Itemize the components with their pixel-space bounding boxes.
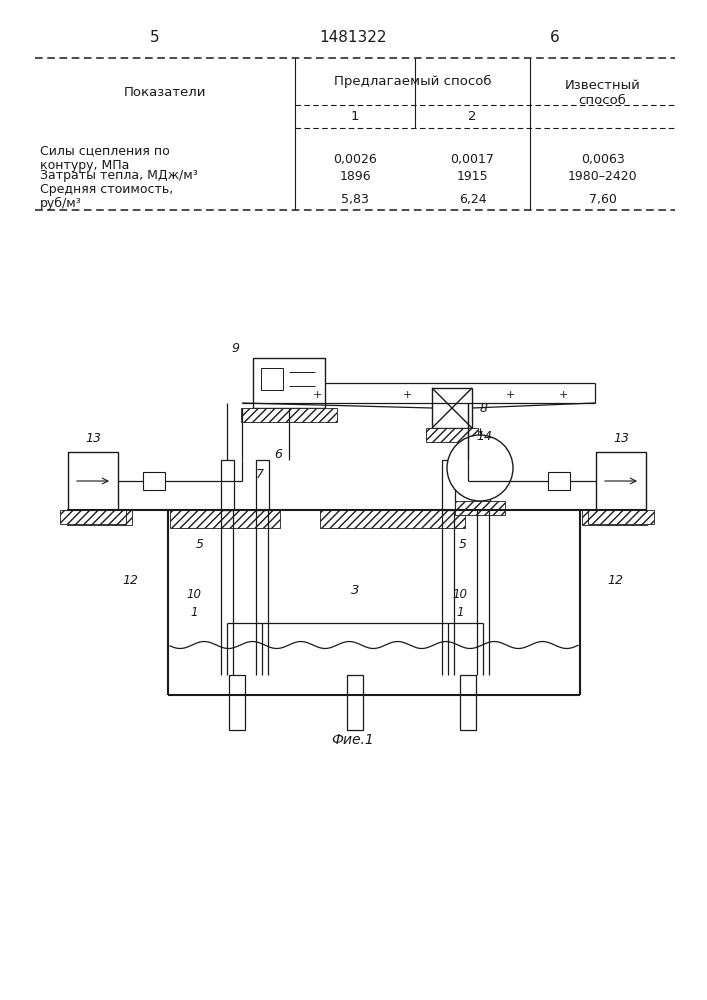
Bar bbox=[477, 460, 490, 510]
Text: 12: 12 bbox=[607, 574, 623, 586]
Bar bbox=[170, 510, 280, 528]
Text: 3: 3 bbox=[351, 584, 359, 596]
Text: 1915: 1915 bbox=[457, 169, 489, 182]
Bar bbox=[442, 460, 455, 510]
Text: 5: 5 bbox=[196, 538, 204, 552]
Bar bbox=[60, 510, 126, 524]
Text: Затраты тепла, МДж/м³: Затраты тепла, МДж/м³ bbox=[40, 169, 198, 182]
Text: +: + bbox=[559, 390, 568, 400]
Bar bbox=[241, 408, 337, 422]
Text: 8: 8 bbox=[480, 401, 488, 414]
Text: 0,0063: 0,0063 bbox=[580, 153, 624, 166]
Text: +: + bbox=[312, 390, 322, 400]
Text: Показатели: Показатели bbox=[124, 87, 206, 100]
Text: 12: 12 bbox=[122, 574, 138, 586]
Text: 0,0017: 0,0017 bbox=[450, 153, 494, 166]
Text: 1: 1 bbox=[351, 110, 359, 123]
Text: 13: 13 bbox=[613, 432, 629, 444]
Text: 2: 2 bbox=[468, 110, 477, 123]
Text: 1: 1 bbox=[456, 605, 464, 618]
Bar bbox=[582, 510, 647, 525]
Bar bbox=[347, 675, 363, 730]
Bar bbox=[432, 388, 472, 428]
Bar bbox=[588, 510, 654, 524]
Text: Фие.1: Фие.1 bbox=[332, 733, 375, 747]
Text: 7: 7 bbox=[256, 468, 264, 482]
Text: 6,24: 6,24 bbox=[459, 194, 486, 207]
Text: 9: 9 bbox=[231, 342, 239, 355]
Text: 1980–2420: 1980–2420 bbox=[568, 169, 637, 182]
Bar bbox=[261, 368, 283, 390]
Text: 5: 5 bbox=[150, 30, 160, 45]
Text: +: + bbox=[402, 390, 411, 400]
Text: 10: 10 bbox=[452, 588, 467, 601]
Bar bbox=[221, 460, 234, 510]
Bar bbox=[229, 675, 245, 730]
Text: Средняя стоимость,: Средняя стоимость, bbox=[40, 184, 173, 196]
Text: 0,0026: 0,0026 bbox=[333, 153, 377, 166]
Text: 7,60: 7,60 bbox=[588, 194, 617, 207]
Text: Известный
способ: Известный способ bbox=[565, 79, 641, 107]
Bar bbox=[426, 428, 478, 442]
Text: 6: 6 bbox=[550, 30, 560, 45]
Text: 1481322: 1481322 bbox=[320, 30, 387, 45]
Text: 5,83: 5,83 bbox=[341, 194, 369, 207]
Bar bbox=[460, 675, 476, 730]
Text: контуру, МПа: контуру, МПа bbox=[40, 158, 129, 172]
Text: +: + bbox=[506, 390, 515, 400]
Text: Силы сцепления по: Силы сцепления по bbox=[40, 144, 170, 157]
Text: 1896: 1896 bbox=[339, 169, 370, 182]
Text: руб/м³: руб/м³ bbox=[40, 196, 82, 210]
Bar bbox=[253, 358, 325, 408]
Text: 1: 1 bbox=[190, 605, 198, 618]
Text: Предлагаемый способ: Предлагаемый способ bbox=[334, 75, 491, 88]
Bar bbox=[320, 510, 465, 528]
Bar bbox=[596, 452, 646, 510]
Text: 14: 14 bbox=[476, 430, 492, 442]
Text: 13: 13 bbox=[85, 432, 101, 444]
Text: 6: 6 bbox=[274, 448, 282, 462]
Bar bbox=[143, 472, 165, 490]
Bar bbox=[67, 510, 132, 525]
Bar bbox=[256, 460, 269, 510]
Bar bbox=[548, 472, 570, 490]
Text: 5: 5 bbox=[459, 538, 467, 552]
Bar bbox=[68, 452, 118, 510]
Text: 10: 10 bbox=[187, 588, 201, 601]
Bar bbox=[455, 501, 505, 515]
Circle shape bbox=[447, 435, 513, 501]
